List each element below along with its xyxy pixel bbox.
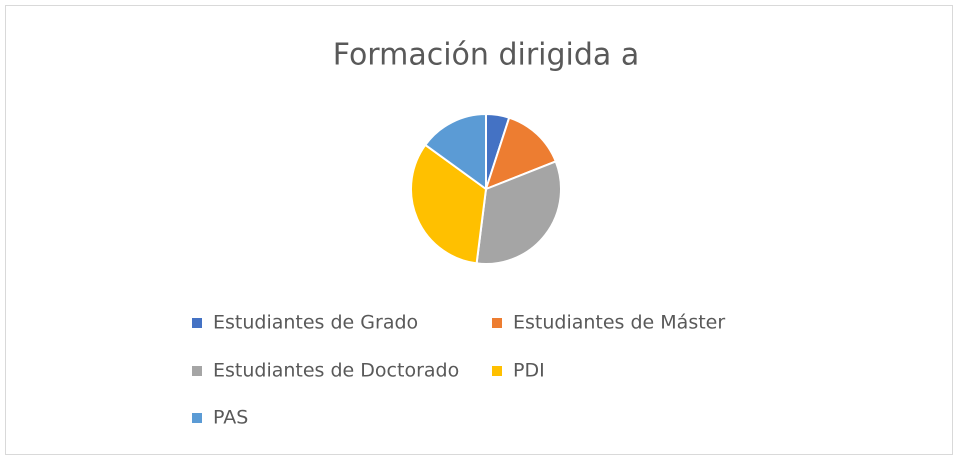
legend-marker [492, 366, 502, 376]
legend-marker [492, 318, 502, 328]
chart-title: Formación dirigida a [333, 38, 639, 73]
pie-slice [410, 143, 488, 265]
legend-label: Estudiantes de Grado [213, 312, 418, 334]
legend-label: PAS [213, 407, 248, 429]
legend-marker [192, 318, 202, 328]
pie-slice [475, 160, 562, 265]
legend-marker [192, 413, 202, 423]
pie-slice [484, 116, 558, 191]
legend-label: Estudiantes de Doctorado [213, 360, 459, 382]
legend-label: PDI [513, 360, 545, 382]
pie-slice [423, 112, 487, 191]
legend-marker [192, 366, 202, 376]
legend-label: Estudiantes de Máster [513, 312, 725, 334]
